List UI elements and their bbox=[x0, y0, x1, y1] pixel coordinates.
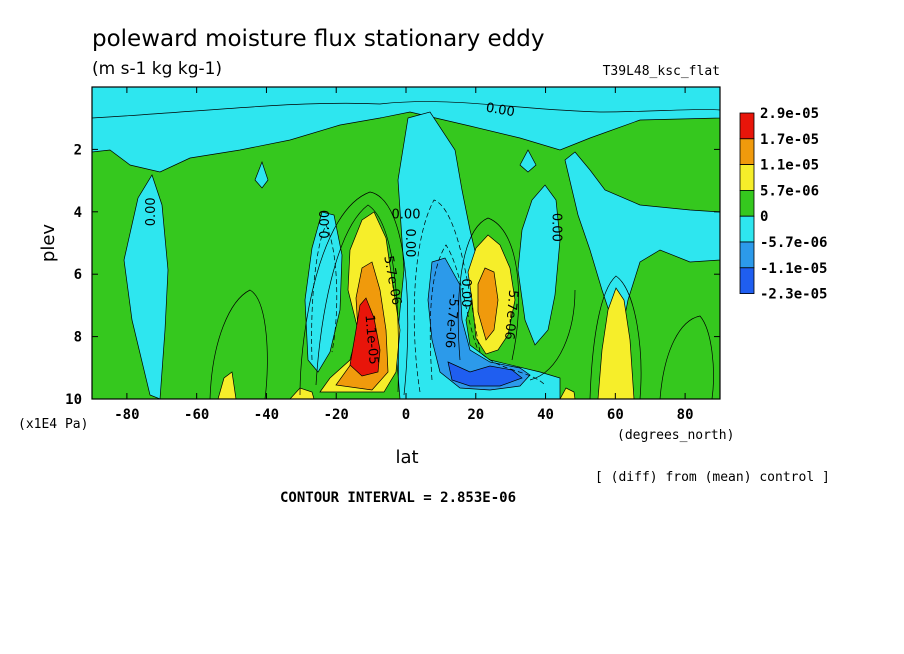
legend-level-label: 2.9e-05 bbox=[760, 106, 819, 122]
x-axis-unit: (degrees_north) bbox=[617, 428, 734, 443]
y-tick-label: 8 bbox=[74, 330, 82, 346]
x-axis-label: lat bbox=[395, 447, 418, 468]
fill-yellow-right-lobe bbox=[597, 287, 635, 399]
legend-swatch bbox=[739, 138, 755, 166]
legend-swatch bbox=[739, 112, 755, 140]
legend-swatch bbox=[739, 215, 755, 243]
contour-label: 0.00 bbox=[392, 207, 421, 222]
contour-label: -5.7e-06 bbox=[442, 293, 462, 349]
x-tick-label: -60 bbox=[184, 407, 209, 423]
fill-red-south-jet bbox=[349, 297, 381, 377]
x-axis: -80 -60 -40 -20 0 20 40 60 80 bbox=[114, 87, 694, 423]
contour-line-north-jet-1 bbox=[457, 217, 519, 361]
legend-level-label: 0 bbox=[760, 209, 768, 225]
fill-cyan-top-band bbox=[92, 87, 720, 173]
x-tick-label: -20 bbox=[324, 407, 349, 423]
contour-line-north-jet-2 bbox=[529, 289, 576, 381]
contour-dashed-equatorial-2 bbox=[429, 244, 479, 381]
fill-orange-north-jet bbox=[477, 267, 499, 341]
fill-midblue bbox=[427, 257, 531, 391]
y-tick-label: 2 bbox=[74, 142, 82, 158]
fill-yellow-small-2 bbox=[289, 387, 315, 399]
contour-interval: CONTOUR INTERVAL = 2.853E-06 bbox=[280, 490, 516, 506]
contour-line-right-2 bbox=[659, 315, 714, 399]
fill-yellow-small-3 bbox=[559, 387, 576, 399]
contour-dashed-south bbox=[311, 224, 338, 361]
legend-level-label: -1.1e-05 bbox=[760, 261, 827, 277]
fill-cyan-south-of-equator bbox=[304, 211, 343, 373]
y-tick-label: 4 bbox=[74, 205, 82, 221]
legend-swatch bbox=[739, 267, 755, 294]
contour-label: 5.7e-06 bbox=[501, 289, 520, 340]
contour-line-south-jet-2 bbox=[315, 204, 399, 393]
note-diff: [ (diff) from (mean) control ] bbox=[595, 470, 830, 485]
x-tick-label: -80 bbox=[114, 407, 139, 423]
run-label: T39L48_ksc_flat bbox=[603, 64, 720, 79]
contour-labels: 0.00 0.00 0.00 0.00 0.00 0.00 0.00 5.7e-06 1.1e-… bbox=[144, 101, 564, 366]
legend-swatch bbox=[739, 241, 755, 269]
contour-line-left-1 bbox=[209, 289, 268, 399]
legend-level-label: -5.7e-06 bbox=[760, 235, 827, 251]
fill-cyan-small-islet-2 bbox=[519, 149, 537, 173]
contour-label: 0.00 bbox=[318, 210, 333, 239]
plot-area: 0.00 0.00 0.00 0.00 0.00 0.00 0.00 5.7e-06 1.1e-… bbox=[92, 87, 720, 399]
contour-line-south-jet-1 bbox=[299, 191, 409, 396]
contour-label: 1.1e-05 bbox=[361, 314, 380, 365]
contour-line-right-1 bbox=[589, 275, 642, 399]
y-axis: 2 4 6 8 10 bbox=[65, 142, 720, 408]
contour-label: 0.00 bbox=[144, 197, 159, 226]
contour-dashed-equatorial-1 bbox=[413, 199, 546, 393]
contour-label: 0.00 bbox=[458, 278, 473, 307]
contour-label: 0.00 bbox=[402, 229, 417, 258]
fill-cyan-northern-strip bbox=[517, 184, 561, 346]
fill-cyan-southern-strip bbox=[123, 174, 169, 399]
y-tick-label: 6 bbox=[74, 267, 82, 283]
contour-label: 0.00 bbox=[549, 213, 564, 242]
x-tick-label: 80 bbox=[677, 407, 694, 423]
x-tick-label: 60 bbox=[607, 407, 624, 423]
legend-swatch bbox=[739, 164, 755, 191]
legend-level-label: -2.3e-05 bbox=[760, 287, 827, 303]
legend-level-label: 1.7e-05 bbox=[760, 132, 819, 148]
fill-darkblue bbox=[447, 361, 523, 387]
legend-level-label: 1.1e-05 bbox=[760, 158, 819, 174]
x-tick-label: -40 bbox=[254, 407, 279, 423]
x-tick-label: 20 bbox=[467, 407, 484, 423]
y-tick-label: 10 bbox=[65, 392, 82, 408]
contour-label: 0.00 bbox=[485, 101, 516, 121]
fill-cyan-right-strip bbox=[564, 151, 720, 342]
fill-yellow-small-1 bbox=[217, 371, 237, 399]
legend-swatch bbox=[739, 189, 755, 217]
fill-cyan-small-islet-1 bbox=[254, 160, 269, 189]
legend-level-label: 5.7e-06 bbox=[760, 183, 819, 199]
chart-title: poleward moisture flux stationary eddy bbox=[92, 26, 545, 52]
chart-units: (m s-1 kg kg-1) bbox=[92, 59, 222, 79]
y-axis-label: plev bbox=[38, 224, 59, 263]
y-axis-unit: (x1E4 Pa) bbox=[18, 417, 88, 432]
color-legend: 2.9e-05 1.7e-05 1.1e-05 5.7e-06 0 -5.7e-06 -1.… bbox=[739, 106, 827, 303]
x-tick-label: 40 bbox=[537, 407, 554, 423]
contour-line-zero-top bbox=[92, 101, 720, 119]
x-tick-label: 0 bbox=[402, 407, 410, 423]
